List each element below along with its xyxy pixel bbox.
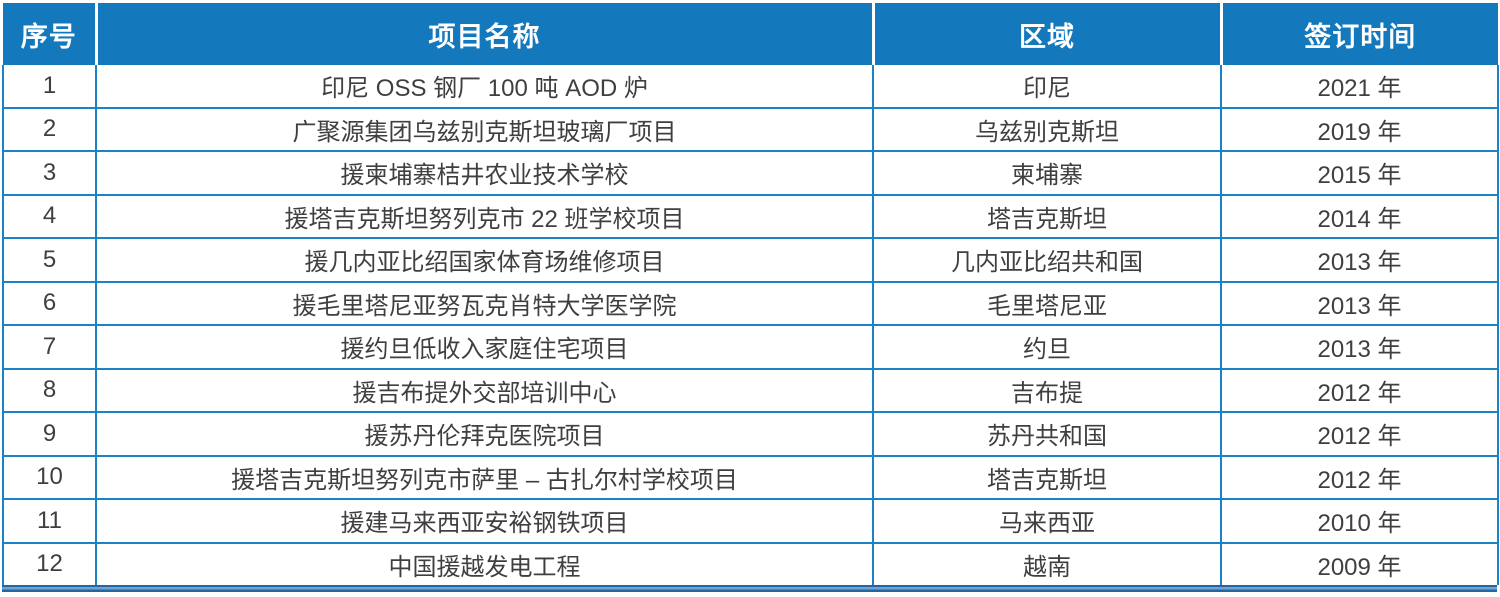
table-row: 7 援约旦低收入家庭住宅项目 约旦 2013 年 (2, 324, 1499, 370)
cell-project: 援柬埔寨桔井农业技术学校 (95, 150, 874, 196)
table-row: 5 援几内亚比绍国家体育场维修项目 几内亚比绍共和国 2013 年 (2, 237, 1499, 283)
cell-no: 11 (2, 498, 97, 544)
cell-project: 中国援越发电工程 (95, 541, 874, 585)
cell-region: 苏丹共和国 (872, 411, 1222, 457)
header-cell-year: 签订时间 (1219, 3, 1498, 65)
cell-project: 印尼 OSS 钢厂 100 吨 AOD 炉 (95, 65, 874, 109)
projects-table-container: 序号 项目名称 区域 签订时间 1 印尼 OSS 钢厂 100 吨 AOD 炉印尼… (2, 3, 1499, 592)
cell-project: 援毛里塔尼亚努瓦克肖特大学医学院 (95, 280, 874, 326)
cell-region: 约旦 (872, 324, 1222, 370)
cell-no: 4 (2, 193, 97, 239)
cell-region: 几内亚比绍共和国 (872, 237, 1222, 283)
header-cell-region: 区域 (871, 3, 1221, 65)
cell-year: 2013 年 (1220, 280, 1499, 326)
cell-no: 2 (2, 106, 97, 152)
table-body: 1 印尼 OSS 钢厂 100 吨 AOD 炉印尼 2021 年 2 广聚源集团乌兹别克… (2, 65, 1499, 585)
cell-year: 2010 年 (1220, 498, 1499, 544)
cell-year: 2019 年 (1220, 106, 1499, 152)
header-cell-no: 序号 (3, 3, 96, 65)
cell-region: 吉布提 (872, 367, 1222, 413)
cell-no: 8 (2, 367, 97, 413)
cell-project: 援建马来西亚安裕钢铁项目 (95, 498, 874, 544)
cell-year: 2013 年 (1220, 324, 1499, 370)
projects-table: 序号 项目名称 区域 签订时间 1 印尼 OSS 钢厂 100 吨 AOD 炉印尼… (2, 3, 1499, 585)
cell-year: 2012 年 (1220, 367, 1499, 413)
cell-no: 5 (2, 237, 97, 283)
header-cell-project: 项目名称 (94, 3, 873, 65)
cell-no: 10 (2, 454, 97, 500)
cell-no: 12 (2, 541, 97, 585)
cell-year: 2012 年 (1220, 411, 1499, 457)
cell-project: 援约旦低收入家庭住宅项目 (95, 324, 874, 370)
cell-region: 越南 (872, 541, 1222, 585)
cell-no: 7 (2, 324, 97, 370)
cell-year: 2015 年 (1220, 150, 1499, 196)
cell-year: 2012 年 (1220, 454, 1499, 500)
cell-year: 2013 年 (1220, 237, 1499, 283)
cell-year: 2009 年 (1220, 541, 1499, 585)
cell-region: 毛里塔尼亚 (872, 280, 1222, 326)
cell-no: 3 (2, 150, 97, 196)
table-row: 10 援塔吉克斯坦努列克市萨里 – 古扎尔村学校项目 塔吉克斯坦 2012 年 (2, 454, 1499, 500)
cell-region: 乌兹别克斯坦 (872, 106, 1222, 152)
table-row: 6 援毛里塔尼亚努瓦克肖特大学医学院 毛里塔尼亚 2013 年 (2, 280, 1499, 326)
header-row: 序号 项目名称 区域 签订时间 (3, 3, 1498, 65)
table-row: 12 中国援越发电工程 越南 2009 年 (2, 541, 1499, 585)
table-row: 1 印尼 OSS 钢厂 100 吨 AOD 炉印尼 2021 年 (2, 65, 1499, 109)
cell-year: 2021 年 (1220, 65, 1499, 109)
table-row: 4 援塔吉克斯坦努列克市 22 班学校项目 塔吉克斯坦 2014 年 (2, 193, 1499, 239)
cell-region: 塔吉克斯坦 (872, 193, 1222, 239)
cell-year: 2014 年 (1220, 193, 1499, 239)
cell-region: 马来西亚 (872, 498, 1222, 544)
cell-project: 援苏丹伦拜克医院项目 (95, 411, 874, 457)
table-row: 2 广聚源集团乌兹别克斯坦玻璃厂项目 乌兹别克斯坦 2019 年 (2, 106, 1499, 152)
table-header: 序号 项目名称 区域 签订时间 (3, 3, 1498, 65)
cell-project: 援几内亚比绍国家体育场维修项目 (95, 237, 874, 283)
cell-project: 广聚源集团乌兹别克斯坦玻璃厂项目 (95, 106, 874, 152)
cell-region: 柬埔寨 (872, 150, 1222, 196)
cell-region: 塔吉克斯坦 (872, 454, 1222, 500)
cell-no: 9 (2, 411, 97, 457)
cell-project: 援塔吉克斯坦努列克市 22 班学校项目 (95, 193, 874, 239)
table-row: 9 援苏丹伦拜克医院项目 苏丹共和国 2012 年 (2, 411, 1499, 457)
table-bottom-border (2, 585, 1497, 592)
table-row: 8 援吉布提外交部培训中心 吉布提 2012 年 (2, 367, 1499, 413)
cell-no: 1 (2, 65, 97, 109)
table-row: 3 援柬埔寨桔井农业技术学校 柬埔寨 2015 年 (2, 150, 1499, 196)
cell-no: 6 (2, 280, 97, 326)
table-row: 11 援建马来西亚安裕钢铁项目 马来西亚 2010 年 (2, 498, 1499, 544)
cell-region: 印尼 (872, 65, 1222, 109)
cell-project: 援塔吉克斯坦努列克市萨里 – 古扎尔村学校项目 (95, 454, 874, 500)
cell-project: 援吉布提外交部培训中心 (95, 367, 874, 413)
